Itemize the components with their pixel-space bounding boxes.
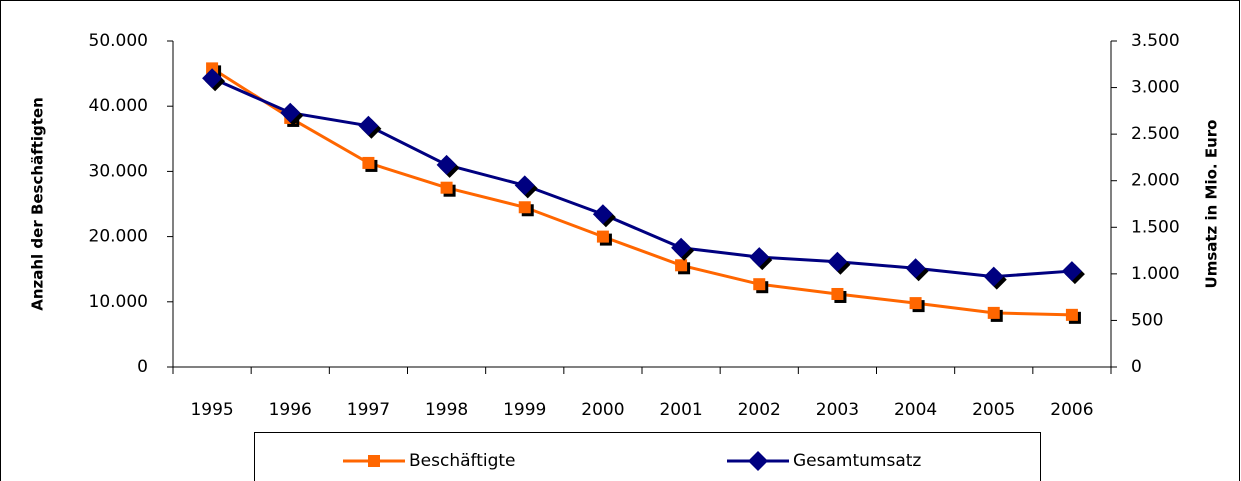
marker-face bbox=[362, 156, 375, 169]
marker-face bbox=[440, 181, 453, 194]
marker-face bbox=[987, 306, 1000, 319]
y-tick-label: 50.000 bbox=[89, 31, 148, 51]
marker-face bbox=[905, 258, 926, 279]
y-tick-label: 0 bbox=[137, 357, 148, 377]
marker bbox=[987, 306, 1003, 322]
marker-face bbox=[831, 287, 844, 300]
marker-face bbox=[671, 237, 692, 258]
marker bbox=[280, 102, 304, 126]
x-tick-label: 2006 bbox=[1050, 400, 1093, 420]
marker-face bbox=[514, 175, 535, 196]
marker bbox=[753, 278, 769, 294]
marker bbox=[436, 154, 460, 178]
marker bbox=[905, 258, 929, 282]
marker-face bbox=[909, 297, 922, 310]
marker bbox=[671, 237, 695, 261]
marker bbox=[592, 204, 616, 228]
y-tick-label: 10.000 bbox=[89, 292, 148, 312]
marker-face bbox=[1065, 308, 1078, 321]
marker bbox=[514, 175, 538, 199]
marker-face bbox=[202, 68, 223, 89]
x-tick-label: 2000 bbox=[581, 400, 624, 420]
marker bbox=[362, 156, 378, 172]
y-axis-title: Anzahl der Beschäftigten bbox=[29, 97, 47, 311]
marker bbox=[596, 230, 612, 246]
marker-face bbox=[675, 259, 688, 272]
series-line bbox=[211, 67, 1072, 317]
x-tick-label: 2005 bbox=[972, 400, 1015, 420]
marker bbox=[909, 297, 925, 313]
marker-face bbox=[749, 247, 770, 268]
x-tick-label: 2004 bbox=[894, 400, 937, 420]
legend-box bbox=[254, 432, 1041, 481]
marker-face bbox=[436, 154, 457, 175]
y2-tick-label: 500 bbox=[1131, 310, 1163, 330]
marker bbox=[831, 287, 847, 303]
y2-tick-label: 1.500 bbox=[1131, 217, 1180, 237]
x-tick-label: 2001 bbox=[659, 400, 702, 420]
x-tick-label: 2003 bbox=[816, 400, 859, 420]
x-tick-label: 1996 bbox=[269, 400, 312, 420]
x-tick-label: 1997 bbox=[347, 400, 390, 420]
marker bbox=[1061, 261, 1085, 285]
legend-label: Beschäftigte bbox=[409, 451, 516, 471]
legend-label: Gesamtumsatz bbox=[793, 451, 921, 471]
y2-tick-label: 1.000 bbox=[1131, 264, 1180, 284]
marker-face bbox=[280, 102, 301, 123]
y2-tick-label: 3.500 bbox=[1131, 31, 1180, 51]
marker bbox=[749, 247, 773, 271]
y2-tick-label: 2.500 bbox=[1131, 124, 1180, 144]
marker-face bbox=[827, 251, 848, 272]
y2-tick-label: 2.000 bbox=[1131, 171, 1180, 191]
y-tick-label: 40.000 bbox=[89, 96, 148, 116]
marker bbox=[518, 201, 534, 217]
marker bbox=[440, 181, 456, 197]
marker-face bbox=[518, 201, 531, 214]
marker bbox=[358, 115, 382, 139]
marker-face bbox=[1061, 261, 1082, 282]
y-tick-label: 20.000 bbox=[89, 227, 148, 247]
marker-face bbox=[596, 230, 609, 243]
y-tick-label: 30.000 bbox=[89, 161, 148, 181]
marker bbox=[675, 259, 691, 275]
x-tick-label: 1995 bbox=[190, 400, 233, 420]
series-line bbox=[211, 76, 1073, 279]
marker bbox=[983, 266, 1007, 290]
marker-face bbox=[368, 455, 380, 467]
y2-tick-label: 0 bbox=[1131, 357, 1142, 377]
marker bbox=[827, 251, 851, 275]
x-tick-label: 1999 bbox=[503, 400, 546, 420]
y2-tick-label: 3.000 bbox=[1131, 78, 1180, 98]
x-tick-label: 2002 bbox=[738, 400, 781, 420]
marker-face bbox=[592, 204, 613, 225]
marker-face bbox=[748, 451, 768, 471]
marker bbox=[202, 68, 226, 92]
y2-axis-title: Umsatz in Mio. Euro bbox=[1203, 120, 1221, 289]
marker bbox=[368, 455, 380, 467]
marker-face bbox=[983, 266, 1004, 287]
marker-face bbox=[358, 115, 379, 136]
x-tick-label: 1998 bbox=[425, 400, 468, 420]
marker bbox=[1065, 308, 1081, 324]
marker bbox=[748, 451, 768, 471]
marker-face bbox=[753, 278, 766, 291]
